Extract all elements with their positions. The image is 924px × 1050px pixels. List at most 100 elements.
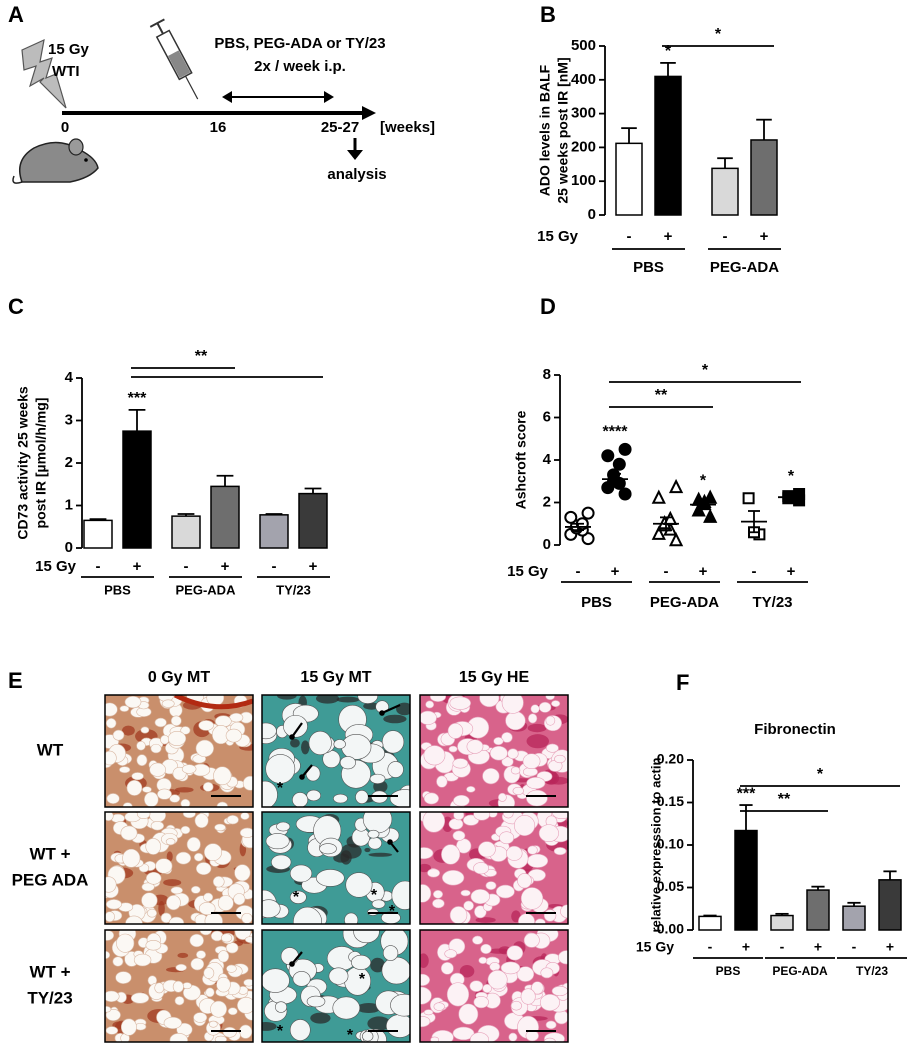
- vessel-wall: [173, 695, 253, 710]
- air-space: [262, 780, 278, 807]
- y-axis-label: Ashcroft score: [513, 410, 529, 509]
- air-space: [333, 793, 348, 804]
- air-space: [482, 983, 493, 994]
- air-space: [423, 792, 439, 805]
- chart: Fibronectin 0.00 0.05 0.10 0.15 0.20relative …: [636, 721, 907, 978]
- air-space: [226, 815, 239, 825]
- stain-patch: [122, 725, 135, 736]
- y-tick-label: 8: [543, 366, 551, 383]
- air-space: [172, 980, 184, 993]
- bar: [711, 167, 739, 216]
- air-space: [489, 745, 508, 761]
- air-space: [115, 971, 132, 984]
- air-space: [432, 890, 444, 899]
- y-tick-label: 0.00: [657, 921, 684, 937]
- air-space: [357, 695, 379, 704]
- stain-patch: [310, 1012, 331, 1024]
- stain-patch: [367, 1016, 391, 1031]
- air-space: [538, 824, 559, 843]
- air-space: [463, 900, 474, 911]
- air-space: [130, 992, 150, 1004]
- image-marker: *: [371, 887, 378, 904]
- air-space: [510, 1000, 522, 1011]
- column-header: 0 Gy MT: [148, 669, 210, 686]
- image-arrowhead: [299, 774, 305, 780]
- air-space: [198, 902, 216, 916]
- y-tick-label: 1: [65, 496, 73, 513]
- data-point: [651, 489, 666, 504]
- timeline-tick: 25-27: [321, 119, 359, 136]
- x-tick-label: -: [664, 563, 669, 580]
- air-space: [206, 695, 225, 707]
- data-point: [703, 489, 718, 504]
- air-space: [149, 812, 167, 823]
- y-tick-label: 2: [543, 493, 551, 510]
- bar: [878, 879, 902, 931]
- air-space: [452, 830, 466, 841]
- air-space: [242, 775, 253, 791]
- mouse-icon: [12, 138, 99, 184]
- air-space: [243, 978, 253, 987]
- irradiation-label: WTI: [52, 63, 80, 80]
- air-space: [351, 954, 372, 970]
- air-space: [497, 792, 507, 802]
- image-marker: *: [277, 1023, 284, 1040]
- air-space: [367, 837, 382, 850]
- air-space: [512, 786, 524, 795]
- air-space: [506, 945, 524, 961]
- air-space: [105, 812, 114, 822]
- air-space: [289, 1019, 311, 1041]
- y-axis-label: CD73 activity 25 weeks: [15, 386, 31, 540]
- y-tick-label: 0: [588, 206, 596, 223]
- air-space: [422, 812, 446, 833]
- air-space: [513, 815, 536, 837]
- x-tick-label: -: [852, 939, 857, 955]
- row-label: WT: [37, 740, 64, 759]
- data-point: [742, 492, 755, 505]
- bar: [83, 519, 113, 549]
- x-tick-label: +: [699, 563, 708, 580]
- air-space: [262, 899, 281, 919]
- air-space: [126, 780, 143, 796]
- bar: [654, 75, 682, 216]
- air-space: [105, 702, 118, 717]
- air-space: [531, 981, 544, 995]
- bar: [171, 515, 201, 549]
- timeline-tick: 0: [61, 119, 69, 136]
- air-space: [540, 967, 554, 979]
- air-space: [112, 956, 124, 967]
- air-space: [539, 993, 560, 1011]
- air-space: [489, 962, 501, 972]
- group-label: TY/23: [752, 594, 792, 611]
- air-space: [208, 1020, 218, 1028]
- image-frame: [104, 694, 254, 808]
- air-space: [145, 838, 162, 855]
- y-axis-label: 25 weeks post IR [nM]: [555, 57, 571, 203]
- air-space: [175, 851, 192, 865]
- group-label: PBS: [716, 964, 741, 978]
- x-tick-label: -: [272, 558, 277, 575]
- chart: 0 100 200 300 400 500 ADO levels in BALF 25 wee…: [537, 26, 781, 276]
- air-space: [175, 963, 187, 972]
- chart: 0 1 2 3 4 CD73 activity 25 weeks post IR [µmol…: [15, 348, 330, 597]
- group-label: TY/23: [276, 582, 311, 597]
- endpoint-label: analysis: [327, 166, 386, 183]
- significance-label: **: [655, 387, 668, 404]
- air-space: [120, 1018, 137, 1036]
- air-space: [315, 869, 345, 887]
- air-space: [551, 700, 561, 708]
- stain-patch: [336, 696, 360, 703]
- bar: [298, 492, 328, 549]
- stain-patch: [459, 965, 475, 978]
- air-space: [106, 793, 120, 804]
- chart: 0 2 4 6 8 Ashcroft score 15 Gy - + - + - + PBS PEG-ADA…: [507, 362, 808, 611]
- air-space: [333, 739, 346, 750]
- air-space: [474, 905, 487, 919]
- air-space: [557, 950, 568, 965]
- group-label: PEG-ADA: [650, 594, 719, 611]
- air-space: [265, 833, 290, 850]
- significance-label: ***: [737, 785, 756, 802]
- y-axis-label: ADO levels in BALF: [537, 64, 553, 196]
- stain-patch: [315, 695, 340, 704]
- air-space: [420, 1015, 431, 1028]
